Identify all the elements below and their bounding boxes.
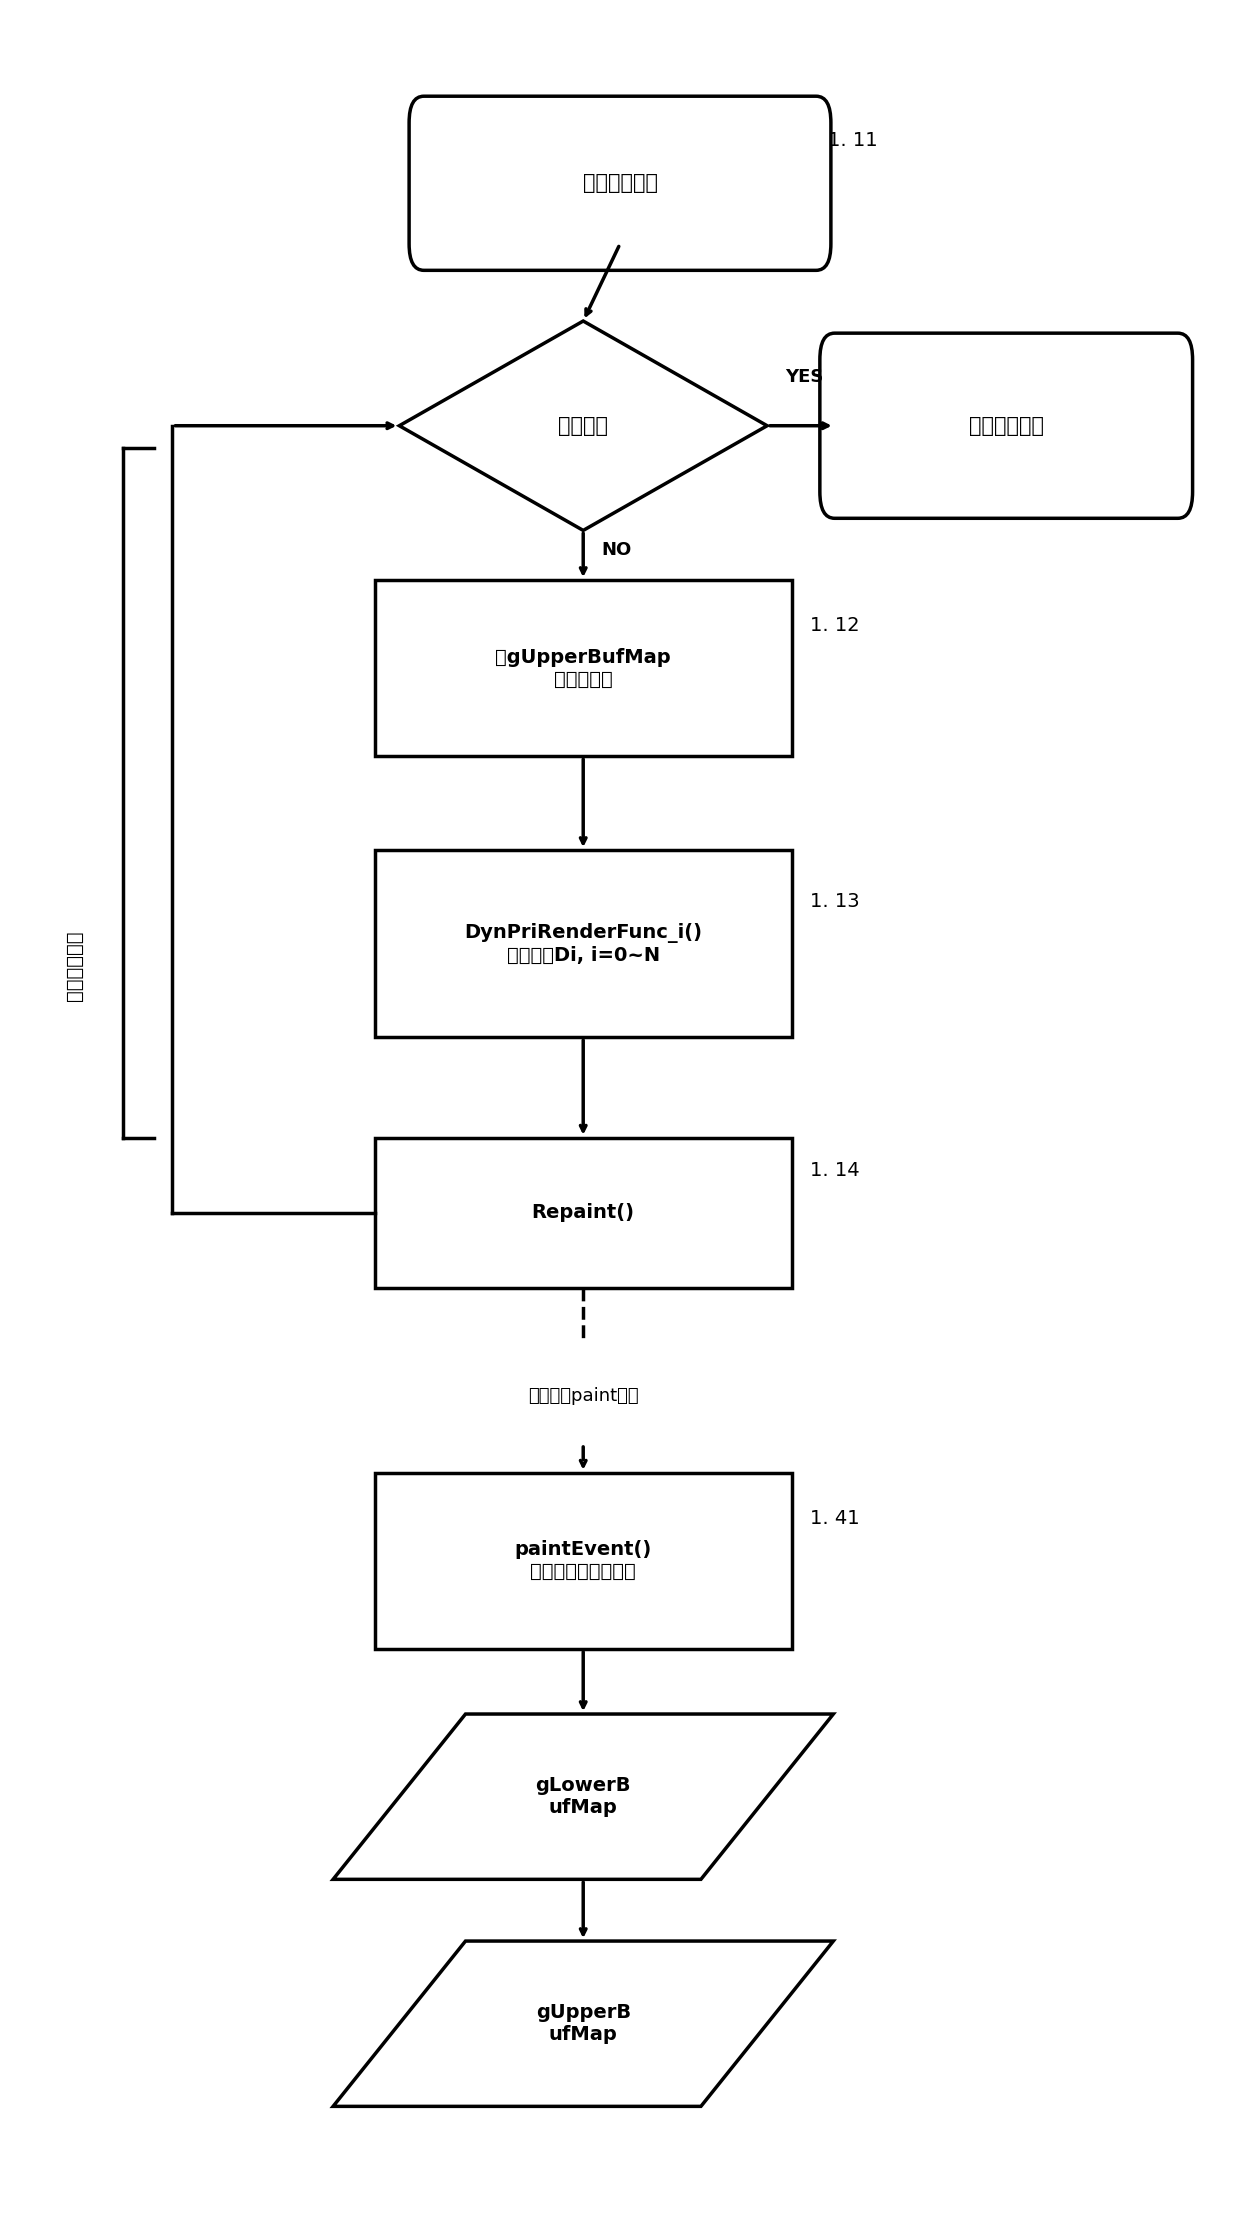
Text: 渲染线程启动: 渲染线程启动 [583, 173, 657, 193]
Text: Repaint(): Repaint() [532, 1202, 635, 1222]
Bar [374, 1473, 791, 1648]
Text: NO: NO [601, 541, 632, 559]
Text: 是否退出: 是否退出 [558, 415, 608, 435]
Text: 设gUpperBufMap
背景色透明: 设gUpperBufMap 背景色透明 [496, 648, 671, 688]
Polygon shape [399, 322, 768, 530]
Text: DynPriRenderFunc_i()
渲染元素Di, i=0~N: DynPriRenderFunc_i() 渲染元素Di, i=0~N [464, 923, 702, 965]
Bar [374, 849, 791, 1038]
Text: 触发异步paint事件: 触发异步paint事件 [528, 1386, 639, 1404]
Text: YES: YES [785, 368, 823, 386]
Text: 渲染线程结束: 渲染线程结束 [968, 415, 1044, 435]
Text: 1. 14: 1. 14 [810, 1160, 859, 1180]
Text: 1. 41: 1. 41 [810, 1508, 859, 1528]
Bar [374, 1138, 791, 1286]
Text: gLowerB
ufMap: gLowerB ufMap [536, 1777, 631, 1817]
Text: 1. 11: 1. 11 [828, 131, 878, 151]
Text: 线程循环执行: 线程循环执行 [64, 932, 84, 1000]
Polygon shape [334, 1941, 833, 2107]
Text: paintEvent()
复制显示双层缓冲区: paintEvent() 复制显示双层缓冲区 [515, 1539, 652, 1581]
Text: 1. 13: 1. 13 [810, 892, 859, 912]
Bar [374, 581, 791, 756]
Text: gUpperB
ufMap: gUpperB ufMap [536, 2003, 631, 2045]
Text: 1. 12: 1. 12 [810, 617, 859, 634]
FancyBboxPatch shape [409, 95, 831, 271]
FancyBboxPatch shape [820, 333, 1193, 519]
Polygon shape [334, 1715, 833, 1879]
